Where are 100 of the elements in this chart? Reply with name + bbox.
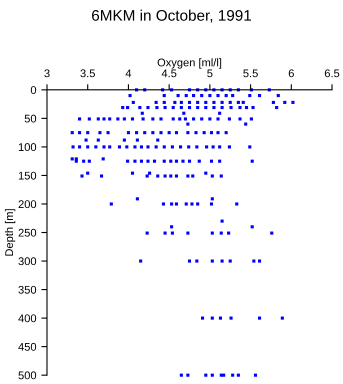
point [136,138,139,142]
point [218,160,222,163]
point [96,117,100,121]
x-tick-label: 4.5 [162,69,176,78]
point [280,316,284,320]
point [248,94,252,98]
y-tick-label: 300 [18,257,36,266]
point [205,145,208,148]
point [192,94,196,98]
point [138,106,142,110]
point [272,100,275,104]
point [208,94,212,98]
point [148,172,152,175]
point [133,145,136,148]
point [151,131,154,134]
y-tick-label: 400 [18,314,36,322]
y-tick-label: 500 [18,371,36,380]
point [164,106,167,110]
point [210,131,214,134]
point [228,100,232,104]
point [258,94,262,98]
point [210,259,214,263]
point [126,131,130,134]
point [173,100,176,104]
point [244,122,248,126]
point [210,160,214,163]
point [194,131,198,134]
point [78,117,82,121]
x-axis-title: Oxygen [ml/l] [158,58,222,69]
y-tick-label: 450 [18,342,36,351]
point [184,202,188,206]
point [88,117,91,121]
point [162,160,166,163]
point [156,174,160,178]
point [170,225,174,228]
point [218,112,222,115]
point [212,145,215,148]
y-tick-label: 250 [18,228,36,237]
point [88,160,91,163]
y-tick-label: 50 [24,114,36,123]
point [108,145,112,148]
point [231,94,234,98]
point [212,100,216,104]
point [135,131,138,134]
point [184,94,188,98]
point [140,112,144,115]
point [210,316,214,320]
point [181,160,185,163]
point [168,131,171,134]
point [195,259,198,263]
point [228,259,232,263]
point [210,174,214,178]
point [118,145,122,148]
y-tick-label: 350 [18,286,36,294]
x-tick-label: 6.5 [324,69,340,78]
point [198,160,201,163]
point [72,145,75,148]
x-tick-label: 6 [288,69,294,78]
point [250,117,253,121]
x-tick-label: 4 [126,69,132,78]
point [100,174,104,178]
point [251,106,255,110]
point [154,100,158,104]
point [188,160,192,163]
point [186,374,190,377]
point [192,117,196,121]
point [78,145,82,148]
point [94,145,98,148]
point [220,100,224,104]
point [248,145,252,148]
point [70,131,74,134]
point [172,117,175,121]
point [291,100,294,104]
point [186,122,190,126]
point [121,106,124,110]
point [244,106,248,110]
point [140,145,144,148]
point [196,100,200,104]
point [151,117,154,121]
point [174,174,178,178]
point [224,94,228,98]
point [96,138,100,142]
point [84,138,88,142]
x-tick-label: 5.5 [243,69,258,78]
point [235,202,238,206]
point [102,117,106,121]
point [140,160,144,163]
point [218,145,222,148]
point [242,100,245,104]
x-tick-label: 3 [44,69,50,78]
point [146,145,150,148]
point [238,117,242,121]
point [228,145,231,148]
point [186,232,190,235]
point [162,94,166,98]
point [202,131,206,134]
point [186,131,190,134]
point [254,374,258,377]
point [146,160,150,163]
point [102,145,106,148]
